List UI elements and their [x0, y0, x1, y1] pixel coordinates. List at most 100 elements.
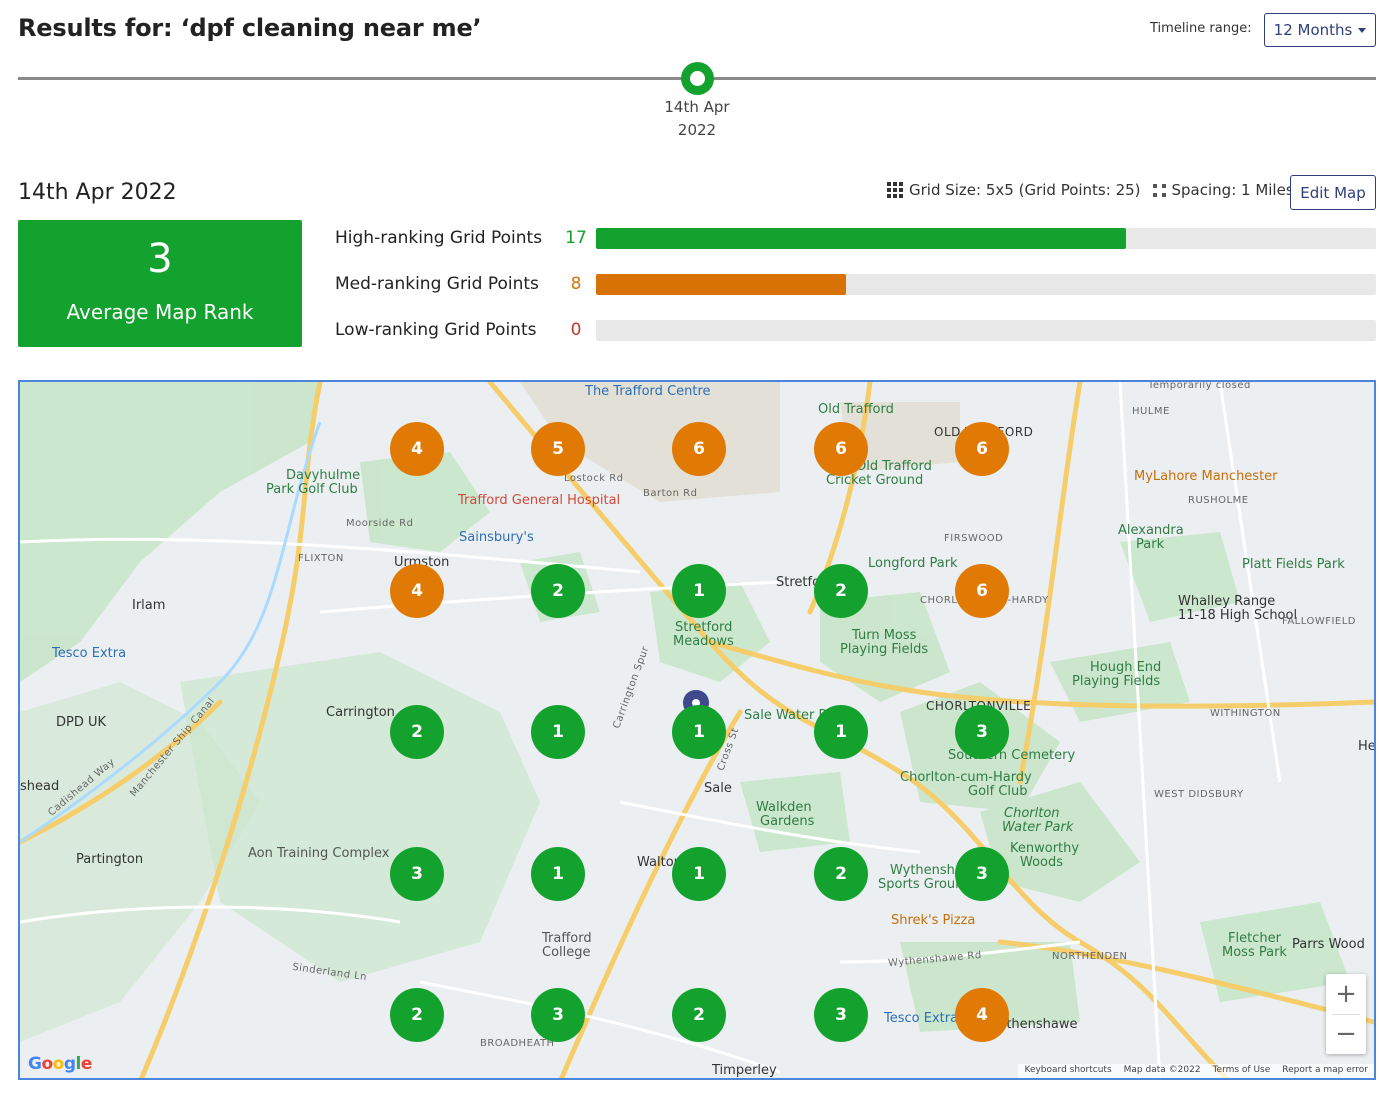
map-label: Alexandra	[1118, 523, 1184, 538]
map-label: FLIXTON	[298, 553, 344, 564]
map-label: Woods	[1020, 855, 1064, 870]
map-label: Water Park	[1002, 820, 1074, 835]
timeline-node-date: 14th Apr 2022	[647, 96, 747, 142]
stat-label: Med-ranking Grid Points	[335, 274, 539, 294]
grid-point-pin[interactable]: 2	[814, 847, 868, 901]
map-label: Walton	[637, 855, 682, 870]
spacing-icon	[1152, 183, 1166, 197]
map-label: Golf Club	[968, 784, 1028, 799]
grid-point-pin[interactable]: 1	[531, 847, 585, 901]
map-label: Park Golf Club	[266, 482, 358, 497]
map-data-text: Map data ©2022	[1123, 1065, 1201, 1075]
map-label: NORTHENDEN	[1052, 951, 1128, 962]
zoom-controls: + −	[1326, 974, 1366, 1054]
map-label: Shrek's Pizza	[891, 913, 976, 928]
timeline-date-year: 2022	[677, 121, 717, 139]
grid-point-pin[interactable]: 4	[390, 422, 444, 476]
grid-size-text: Grid Size: 5x5 (Grid Points: 25)	[909, 181, 1141, 199]
grid-point-pin[interactable]: 2	[390, 988, 444, 1042]
map-label: RUSHOLME	[1188, 495, 1249, 506]
stat-bar	[596, 320, 1376, 341]
map-label: Moss Park	[1222, 945, 1287, 960]
average-rank-card: 3 Average Map Rank	[18, 220, 302, 347]
map-label: Parrs Wood	[1292, 937, 1365, 952]
grid-info: Grid Size: 5x5 (Grid Points: 25) Spacing…	[887, 181, 1294, 199]
map-label: HULME	[1132, 406, 1170, 417]
map-label: Sale	[704, 781, 732, 796]
grid-point-pin[interactable]: 3	[955, 705, 1009, 759]
report-error-link[interactable]: Report a map error	[1282, 1065, 1368, 1075]
map-label: Playing Fields	[840, 642, 929, 657]
zoom-out-button[interactable]: −	[1335, 1019, 1357, 1049]
map-label: Trafford General Hospital	[458, 493, 621, 508]
map-label: Old Trafford	[856, 459, 932, 474]
report-date: 14th Apr 2022	[18, 180, 177, 205]
map-label: MyLahore Manchester	[1134, 469, 1278, 484]
map-label: WEST DIDSBURY	[1154, 789, 1244, 800]
terms-link[interactable]: Terms of Use	[1212, 1065, 1271, 1075]
edit-map-button[interactable]: Edit Map	[1290, 175, 1376, 210]
map-label: Cricket Ground	[826, 473, 924, 488]
stat-bar	[596, 274, 1376, 295]
map-label: Lostock Rd	[564, 473, 624, 484]
grid-icon	[887, 182, 903, 198]
timeline-node-center	[690, 71, 705, 86]
timeline-range-label: Timeline range:	[1150, 21, 1252, 36]
timeline-range-select[interactable]: 12 Months	[1264, 13, 1376, 47]
stat-row-medium: Med-ranking Grid Points 8	[335, 273, 1376, 295]
grid-point-pin[interactable]: 1	[672, 847, 726, 901]
keyboard-shortcuts-link[interactable]: Keyboard shortcuts	[1024, 1065, 1112, 1075]
grid-point-pin[interactable]: 1	[672, 705, 726, 759]
grid-point-pin[interactable]: 6	[955, 422, 1009, 476]
map-label: FIRSWOOD	[944, 533, 1004, 544]
grid-point-pin[interactable]: 2	[531, 564, 585, 618]
stat-bar-fill	[596, 274, 846, 295]
map-base	[20, 382, 1374, 1078]
grid-point-pin[interactable]: 1	[814, 705, 868, 759]
grid-point-pin[interactable]: 4	[955, 988, 1009, 1042]
grid-point-pin[interactable]: 5	[531, 422, 585, 476]
map-label: Park	[1136, 537, 1165, 552]
grid-point-pin[interactable]: 2	[390, 705, 444, 759]
grid-point-pin[interactable]: 3	[531, 988, 585, 1042]
grid-point-pin[interactable]: 3	[814, 988, 868, 1042]
stat-count: 8	[570, 274, 582, 294]
map-label: FALLOWFIELD	[1282, 616, 1357, 627]
grid-point-pin[interactable]: 3	[390, 847, 444, 901]
spacing-text: Spacing: 1 Miles	[1171, 181, 1294, 199]
stat-label: High-ranking Grid Points	[335, 228, 543, 248]
map-label: The Trafford Centre	[585, 384, 711, 399]
grid-point-pin[interactable]: 1	[672, 564, 726, 618]
map-label: Carrington	[326, 705, 395, 720]
map-label: Tesco Extra	[52, 646, 127, 661]
map-label: Gardens	[760, 814, 815, 829]
timeline-date-day: 14th Apr	[664, 98, 730, 116]
grid-point-pin[interactable]: 6	[955, 564, 1009, 618]
map-label: Sports Ground	[878, 877, 972, 892]
map-label: Stretford	[675, 620, 733, 635]
google-logo: Google	[28, 1054, 92, 1074]
map-label: Chorlton-cum-Hardy	[900, 770, 1032, 785]
grid-point-pin[interactable]: 2	[672, 988, 726, 1042]
grid-point-pin[interactable]: 2	[814, 564, 868, 618]
stat-count: 17	[565, 228, 587, 248]
map-label: Timperley	[712, 1063, 777, 1078]
grid-point-pin[interactable]: 6	[672, 422, 726, 476]
map-label: Moorside Rd	[346, 518, 414, 529]
rank-map[interactable]: The Trafford Centre Temporarily closed O…	[18, 380, 1376, 1080]
chevron-down-icon	[1358, 27, 1367, 33]
map-label: Sainsbury's	[459, 530, 534, 545]
grid-point-pin[interactable]: 1	[531, 705, 585, 759]
grid-point-pin[interactable]: 6	[814, 422, 868, 476]
map-label: Longford Park	[868, 556, 958, 571]
grid-point-pin[interactable]: 4	[390, 564, 444, 618]
stat-bar-fill	[596, 228, 1127, 249]
map-label: Wythenshawe	[986, 1017, 1078, 1032]
map-label: Temporarily closed	[1148, 380, 1251, 391]
average-rank-value: 3	[147, 236, 173, 282]
timeline-node[interactable]	[681, 62, 714, 95]
timeline-range-value: 12 Months	[1273, 21, 1353, 39]
zoom-in-button[interactable]: +	[1335, 979, 1357, 1009]
map-label: Walkden	[756, 800, 812, 815]
grid-point-pin[interactable]: 3	[955, 847, 1009, 901]
